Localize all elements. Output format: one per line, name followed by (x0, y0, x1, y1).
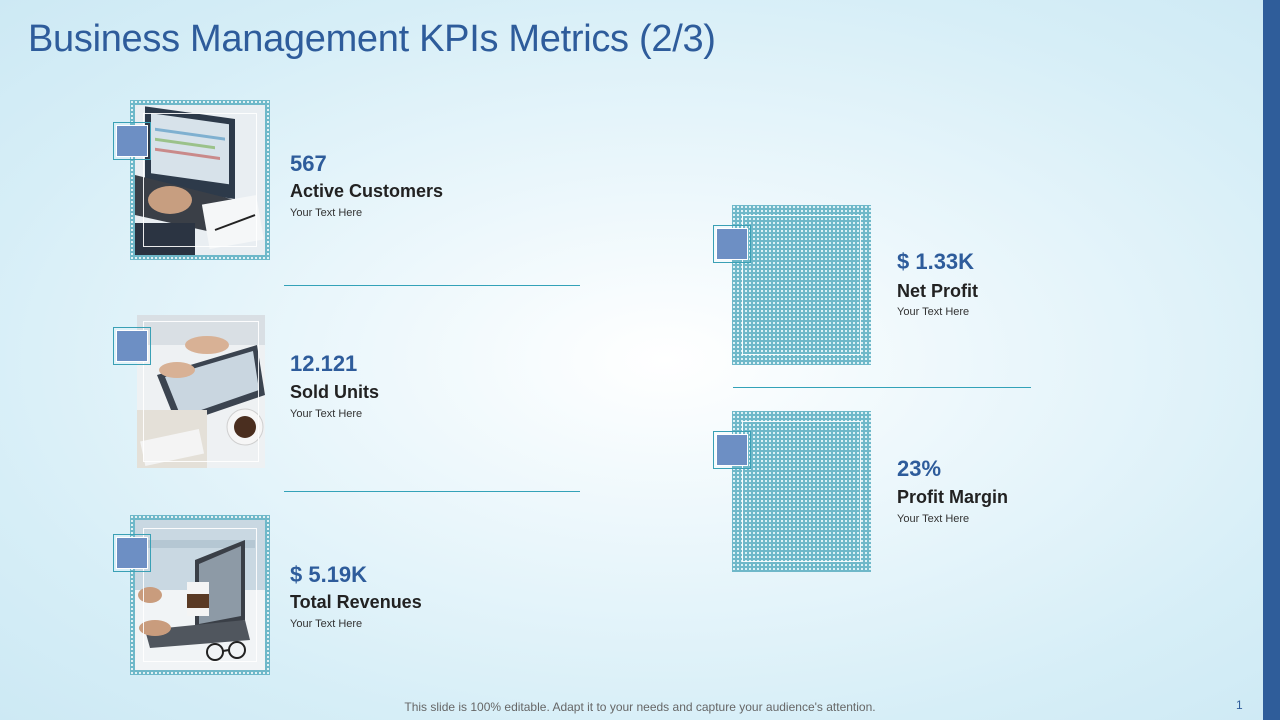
active-customers-value: 567 (290, 151, 327, 176)
net-profit-label: Net Profit (897, 281, 978, 301)
active-customers-label: Active Customers (290, 181, 444, 201)
net-profit-image-placeholder (732, 205, 871, 365)
laptop-data-photo (135, 105, 265, 255)
sold-units-value: 12.121 (290, 351, 358, 376)
total-revenues-photo-frame (130, 515, 270, 675)
total-revenues-tag (113, 534, 151, 572)
tablet-meeting-photo (137, 315, 265, 468)
net-profit-desc: Your Text Here (897, 306, 970, 318)
active-customers-photo-frame (130, 100, 270, 260)
profit-margin-image-placeholder (732, 411, 871, 572)
active-customers-tag (113, 122, 151, 160)
total-revenues-label: Total Revenues (290, 592, 422, 612)
page-number: 1 (1236, 698, 1243, 712)
net-profit-tag (713, 225, 751, 263)
right-accent-bar (1263, 0, 1280, 720)
profit-margin-label: Profit Margin (897, 487, 1008, 507)
sold-units-desc: Your Text Here (290, 408, 363, 420)
profit-margin-desc: Your Text Here (897, 513, 970, 525)
laptop-coffee-photo (135, 520, 265, 670)
total-revenues-value: $ 5.19K (290, 562, 368, 587)
sold-units-label: Sold Units (290, 382, 379, 402)
total-revenues-desc: Your Text Here (290, 618, 363, 630)
divider-3 (733, 387, 1031, 388)
slide-title: Business Management KPIs Metrics (2/3) (28, 18, 716, 60)
footer-note: This slide is 100% editable. Adapt it to… (404, 700, 876, 714)
divider-2 (284, 491, 580, 492)
net-profit-value: $ 1.33K (897, 249, 975, 274)
profit-margin-tag (713, 431, 751, 469)
sold-units-photo-frame (130, 308, 270, 468)
active-customers-desc: Your Text Here (290, 207, 363, 219)
sold-units-tag (113, 327, 151, 365)
divider-1 (284, 285, 580, 286)
profit-margin-value: 23% (897, 456, 942, 481)
